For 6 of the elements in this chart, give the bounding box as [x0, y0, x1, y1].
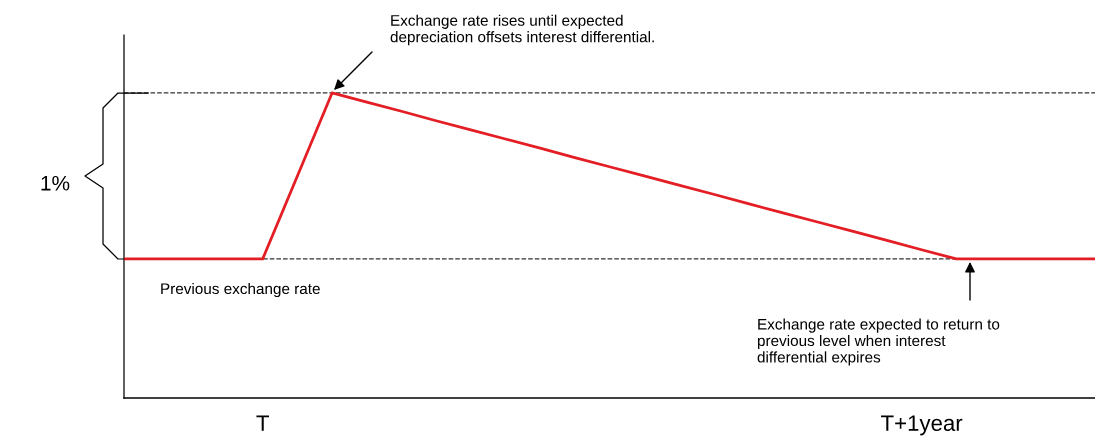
x-tick-label: T: [256, 415, 269, 431]
annotation: Previous exchange rate: [161, 282, 320, 298]
text: Exchange rate rises until expected depreciation offsets interest differential.: [390, 14, 654, 46]
text: 1%: [41, 175, 70, 191]
x-tick-label: T+1year: [881, 415, 963, 436]
annotation: Exchange rate expected to return to previous level when interest differential expires: [757, 318, 1000, 366]
